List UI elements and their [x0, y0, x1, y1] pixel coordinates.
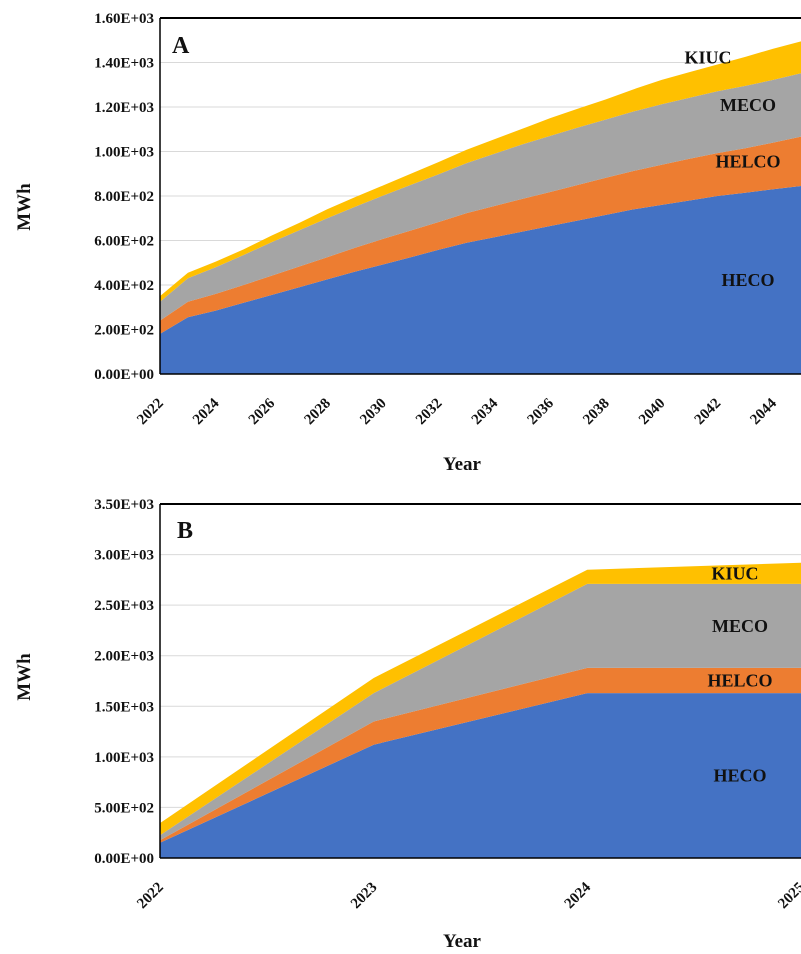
chart-a-frame: [159, 17, 801, 375]
x-tick-label: 2025: [775, 880, 801, 913]
y-tick-label: 1.20E+03: [94, 100, 154, 116]
x-tick-label: 2028: [302, 396, 335, 429]
series-label-meco: MECO: [712, 616, 768, 636]
x-tick-label: 2024: [190, 395, 223, 428]
area-meco: [160, 583, 801, 841]
chart-a-y-axis-title: MWh: [14, 183, 35, 231]
y-tick-label: 3.00E+03: [94, 548, 154, 564]
series-label-heco: HECO: [713, 766, 766, 786]
y-tick-label: 1.00E+03: [94, 145, 154, 161]
x-tick-label: 2026: [246, 395, 279, 428]
chart-a-y-ticks: 0.00E+00 2.00E+02 4.00E+02 6.00E+02 8.00E+02…: [94, 11, 154, 383]
chart-b-y-ticks: 0.00E+00 5.00E+02 1.00E+03 1.50E+03 2.00E+03…: [94, 497, 154, 867]
chart-a-panel-label: A: [172, 33, 190, 59]
x-tick-label: 2024: [562, 879, 595, 912]
y-tick-label: 1.50E+03: [94, 699, 154, 715]
chart-b-series-labels: HECO HELCO MECO KIUC: [707, 563, 772, 785]
chart-a-areas: [160, 41, 801, 374]
series-label-meco: MECO: [720, 95, 776, 115]
y-tick-label: 1.60E+03: [94, 11, 154, 27]
chart-b-areas: [160, 562, 801, 858]
chart-a-series-labels: HECO HELCO MECO KIUC: [684, 47, 780, 290]
y-tick-label: 4.00E+02: [94, 278, 154, 294]
y-tick-label: 6.00E+02: [94, 234, 154, 250]
x-tick-label: 2036: [524, 395, 557, 428]
x-tick-label: 2022: [134, 880, 167, 913]
y-tick-label: 5.00E+02: [94, 800, 154, 816]
y-tick-label: 2.00E+03: [94, 649, 154, 665]
x-tick-label: 2040: [636, 396, 669, 429]
series-label-helco: HELCO: [715, 151, 780, 171]
y-tick-label: 1.00E+03: [94, 750, 154, 766]
area-meco: [160, 73, 801, 321]
y-tick-label: 3.50E+03: [94, 497, 154, 513]
x-tick-label: 2038: [580, 396, 613, 429]
series-label-helco: HELCO: [707, 670, 772, 690]
chart-b-panel-label: B: [177, 518, 193, 544]
chart-b-frame: [159, 503, 801, 859]
x-tick-label: 2030: [357, 396, 390, 429]
x-tick-label: 2034: [469, 395, 502, 428]
x-tick-label: 2044: [747, 395, 780, 428]
x-tick-label: 2023: [348, 880, 381, 913]
y-tick-label: 0.00E+00: [94, 367, 154, 383]
y-tick-label: 8.00E+02: [94, 189, 154, 205]
area-kiuc: [160, 41, 801, 302]
x-tick-label: 2042: [692, 396, 725, 429]
x-tick-label: 2022: [134, 396, 167, 429]
y-tick-label: 2.50E+03: [94, 598, 154, 614]
y-tick-label: 1.40E+03: [94, 56, 154, 72]
area-helco: [160, 136, 801, 334]
x-tick-label: 2032: [413, 396, 446, 429]
series-label-heco: HECO: [721, 270, 774, 290]
chart-b-y-axis-title: MWh: [14, 653, 35, 701]
chart-a-x-axis-title: Year: [443, 454, 482, 475]
chart-b-x-axis-title: Year: [443, 931, 482, 952]
chart-a-x-ticks: 2022 2024 2026 2028 2030 2032 2034 2036 2038 2040…: [134, 395, 780, 428]
area-helco: [160, 667, 801, 843]
series-label-kiuc: KIUC: [711, 563, 758, 583]
y-tick-label: 0.00E+00: [94, 851, 154, 867]
chart-b-x-ticks: 2022 2023 2024 2025: [134, 879, 801, 912]
area-heco: [160, 693, 801, 858]
y-tick-label: 2.00E+02: [94, 323, 154, 339]
chart-panel-b: 0.00E+00 5.00E+02 1.00E+03 1.50E+03 2.00E+03…: [14, 497, 801, 952]
area-heco: [160, 186, 801, 374]
chart-panel-a: 0.00E+00 2.00E+02 4.00E+02 6.00E+02 8.00E+02…: [14, 11, 801, 475]
series-label-kiuc: KIUC: [684, 47, 731, 67]
